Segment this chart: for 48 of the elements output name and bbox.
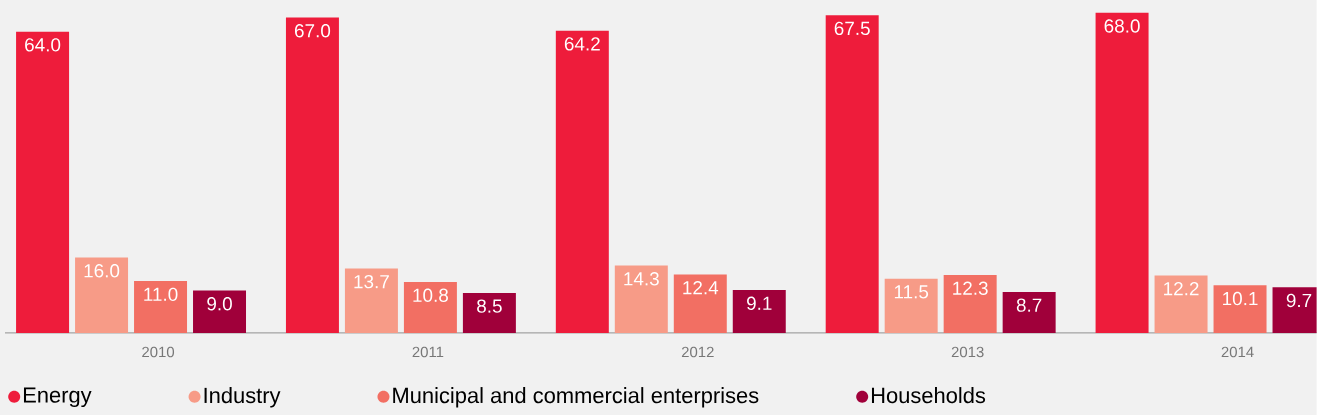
data-label: 9.7 [1286, 293, 1312, 308]
x-tick-label: 2010 [142, 346, 175, 358]
bar [825, 15, 879, 333]
data-label: 12.2 [1164, 282, 1199, 296]
data-label: 12.3 [953, 281, 988, 295]
bar [344, 268, 398, 333]
bar [193, 290, 247, 333]
data-label: 64.2 [564, 37, 600, 51]
data-label: 68.0 [1104, 19, 1140, 33]
bar [1095, 12, 1149, 333]
x-tick-label: 2012 [681, 346, 714, 358]
bar [673, 274, 727, 333]
data-label: 64.0 [25, 38, 61, 52]
x-tick-label: 2011 [412, 346, 444, 358]
data-label: 8.5 [477, 299, 502, 313]
bar [614, 265, 668, 333]
legend-label: Households [871, 387, 986, 404]
data-label: 9.1 [747, 296, 772, 311]
legend-label: Industry [204, 387, 281, 408]
bar [943, 275, 997, 333]
bar [75, 257, 129, 333]
bar [134, 281, 188, 333]
data-label: 10.8 [413, 288, 448, 303]
x-tick-label: 2014 [1221, 346, 1254, 358]
data-label: 12.4 [683, 281, 719, 295]
data-label: 9.0 [207, 297, 232, 311]
legend-label: Energy [23, 387, 92, 408]
bar [16, 31, 70, 333]
legend-label: Municipal and commercial enterprises [393, 387, 759, 408]
data-label: 16.0 [84, 264, 120, 278]
data-label: 67.5 [834, 21, 870, 36]
data-label: 8.7 [1016, 298, 1042, 312]
x-tick-label: 2013 [951, 346, 984, 358]
bar [732, 290, 786, 333]
bar [884, 278, 938, 333]
bar [462, 292, 516, 333]
bar [403, 282, 457, 333]
data-label: 11.5 [894, 285, 929, 299]
data-label: 10.1 [1223, 291, 1258, 306]
bar [1002, 292, 1056, 333]
bar [285, 17, 339, 333]
bar [555, 30, 609, 333]
data-label: 13.7 [354, 274, 389, 289]
data-label: 14.3 [624, 272, 659, 286]
bar [1154, 275, 1208, 333]
data-label: 11.0 [144, 287, 178, 302]
data-label: 67.0 [294, 24, 331, 38]
bar [1213, 285, 1267, 333]
